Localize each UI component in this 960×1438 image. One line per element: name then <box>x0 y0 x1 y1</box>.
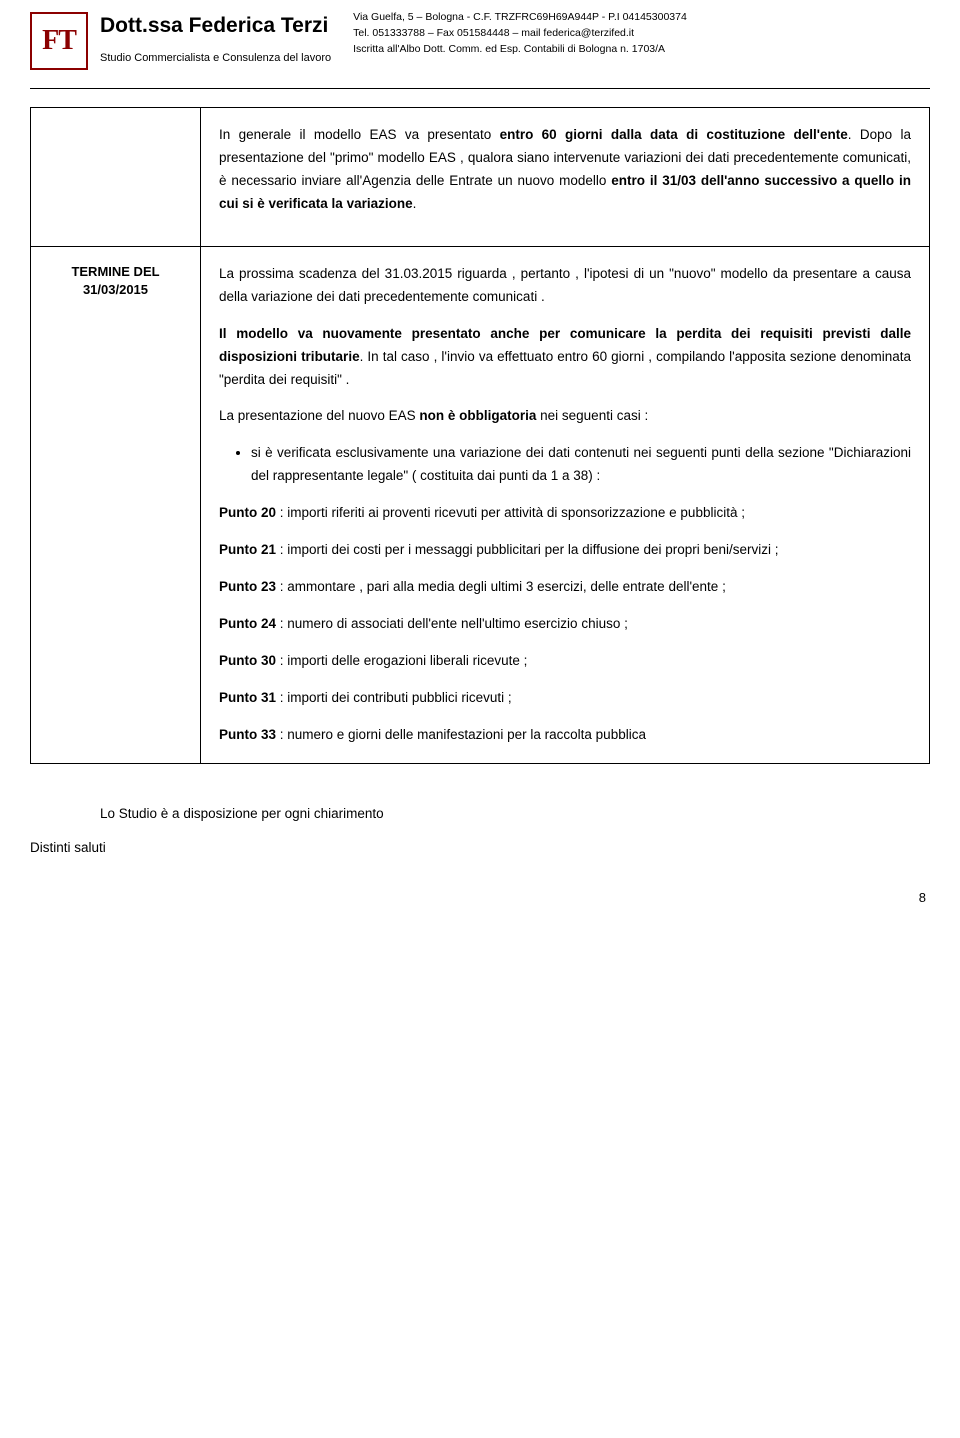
paragraph: In generale il modello EAS va presentato… <box>219 124 911 216</box>
paragraph: Punto 30 : importi delle erogazioni libe… <box>219 650 911 673</box>
header-divider <box>30 88 930 89</box>
row1-label <box>31 108 201 247</box>
paragraph: Punto 20 : importi riferiti ai proventi … <box>219 502 911 525</box>
row2-label: TERMINE DEL 31/03/2015 <box>31 246 201 763</box>
page-number: 8 <box>30 888 930 908</box>
address-line: Via Guelfa, 5 – Bologna - C.F. TRZFRC69H… <box>353 10 930 26</box>
name-block: Dott.ssa Federica Terzi Studio Commercia… <box>100 10 341 66</box>
content-table: In generale il modello EAS va presentato… <box>30 107 930 764</box>
paragraph: Punto 24 : numero di associati dell'ente… <box>219 613 911 636</box>
footer: Lo Studio è a disposizione per ogni chia… <box>30 804 930 859</box>
list-item: si è verificata esclusivamente una varia… <box>251 442 911 488</box>
paragraph: La presentazione del nuovo EAS non è obb… <box>219 405 911 428</box>
logo-text: FT <box>42 20 76 62</box>
address-block: Via Guelfa, 5 – Bologna - C.F. TRZFRC69H… <box>353 10 930 57</box>
bullet-list: si è verificata esclusivamente una varia… <box>219 442 911 488</box>
paragraph: Punto 21 : importi dei costi per i messa… <box>219 539 911 562</box>
paragraph: La prossima scadenza del 31.03.2015 rigu… <box>219 263 911 309</box>
paragraph: Punto 31 : importi dei contributi pubbli… <box>219 687 911 710</box>
professional-subtitle: Studio Commercialista e Consulenza del l… <box>100 50 331 67</box>
salutation: Distinti saluti <box>30 838 930 858</box>
paragraph: Punto 33 : numero e giorni delle manifes… <box>219 724 911 747</box>
row2-content: La prossima scadenza del 31.03.2015 rigu… <box>201 246 930 763</box>
closing-text: Lo Studio è a disposizione per ogni chia… <box>100 804 930 824</box>
row1-content: In generale il modello EAS va presentato… <box>201 108 930 247</box>
paragraph: Il modello va nuovamente presentato anch… <box>219 323 911 392</box>
letterhead: FT Dott.ssa Federica Terzi Studio Commer… <box>30 10 930 76</box>
professional-name: Dott.ssa Federica Terzi <box>100 10 331 42</box>
address-line: Tel. 051333788 – Fax 051584448 – mail fe… <box>353 26 930 42</box>
address-line: Iscritta all'Albo Dott. Comm. ed Esp. Co… <box>353 42 930 58</box>
logo-box: FT <box>30 12 88 70</box>
paragraph: Punto 23 : ammontare , pari alla media d… <box>219 576 911 599</box>
